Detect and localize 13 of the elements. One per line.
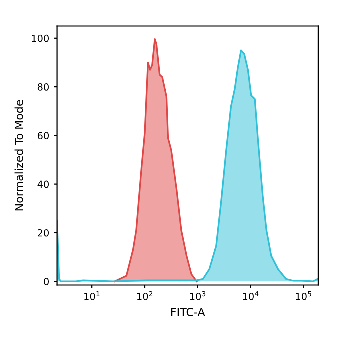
x-tick-label: 10$^{5}$ (296, 292, 312, 300)
y-tick-label: 0 (44, 278, 50, 286)
x-tick-label: 10$^{1}$ (84, 292, 100, 300)
x-tick-label: 10$^{4}$ (243, 292, 259, 300)
x-tick-label: 10$^{3}$ (190, 291, 206, 300)
y-tick-label: 100 (32, 34, 50, 42)
y-tick-label: 60 (38, 132, 50, 140)
y-tick-label: 80 (38, 84, 50, 91)
x-tick-label: 10$^{2}$ (138, 291, 153, 300)
x-axis-title: FITC-A (172, 308, 206, 316)
y-axis-title: Normalized To Mode (14, 100, 24, 211)
y-tick-label: 40 (38, 180, 50, 188)
y-tick-label: 20 (38, 229, 50, 237)
